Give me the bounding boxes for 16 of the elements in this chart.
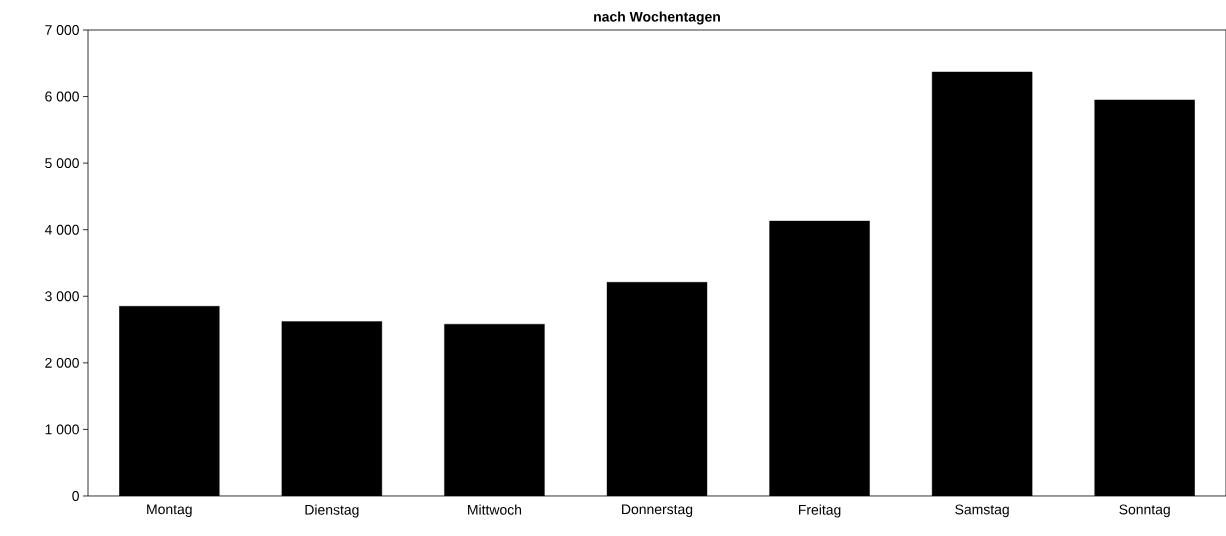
x-tick-label: Dienstag	[305, 504, 359, 518]
y-tick-label: 3 000	[45, 291, 79, 302]
y-tick-label: 4 000	[44, 224, 79, 235]
x-tick-label: Sonntag	[1119, 504, 1170, 518]
y-tick-label: 2 000	[45, 357, 79, 368]
x-tick-label: Freitag	[799, 504, 841, 518]
y-tick-label: 0	[72, 491, 79, 501]
x-tick-label: Donnerstag	[622, 504, 693, 517]
x-tick-label: Mittwoch	[468, 504, 522, 515]
chart-title: nach Wochentagen	[594, 11, 720, 25]
y-tick-label: 1 000	[45, 424, 79, 435]
y-tick-label: 5 000	[45, 158, 79, 169]
x-tick-label: Samstag	[955, 504, 1009, 518]
x-tick-label: Montag	[147, 504, 192, 517]
y-tick-label: 6 000	[45, 91, 79, 102]
y-tick-label: 7 000	[45, 25, 79, 35]
